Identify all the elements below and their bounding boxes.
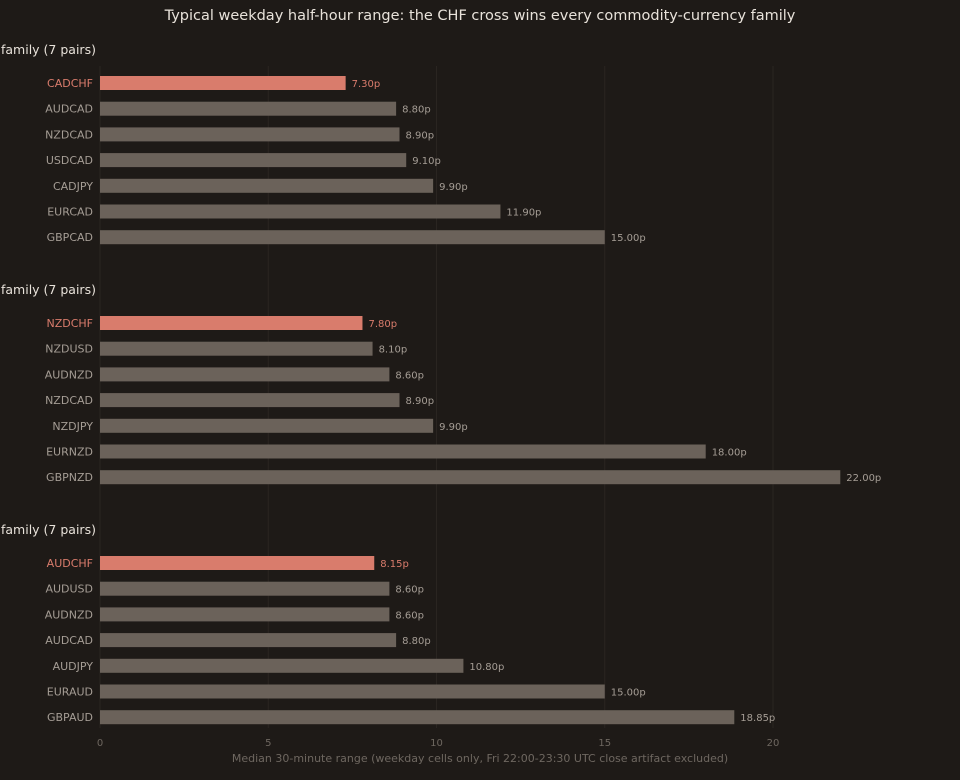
category-label: EURCAD [47, 206, 93, 219]
bar [100, 470, 841, 485]
bar [100, 316, 363, 330]
category-label: AUDCAD [45, 634, 93, 647]
category-label: NZDUSD [45, 343, 93, 356]
category-label: AUDNZD [45, 368, 93, 381]
bar [100, 444, 706, 459]
category-label: CADJPY [53, 180, 93, 193]
category-label: NZDCHF [46, 317, 93, 330]
value-label: 22.00p [846, 473, 881, 484]
value-label: 8.90p [405, 396, 434, 407]
value-label: 15.00p [611, 233, 646, 244]
x-axis-label: Median 30-minute range (weekday cells on… [232, 752, 728, 765]
category-label: GBPCAD [47, 231, 93, 244]
category-label: AUDCAD [45, 103, 93, 116]
value-label: 9.90p [439, 182, 468, 193]
value-label: 15.00p [611, 688, 646, 699]
bar [100, 367, 390, 382]
panel-title: family (7 pairs) [1, 282, 96, 297]
value-label: 8.15p [380, 559, 409, 570]
value-label: 18.85p [740, 713, 775, 724]
panels: family (7 pairs) CADCHF 7.30p AUDCAD 8.80p NZ… [1, 42, 881, 725]
panel: family (7 pairs) AUDCHF 8.15p AUDUSD 8.60p AU… [1, 522, 775, 725]
value-label: 8.60p [395, 610, 424, 621]
panel: family (7 pairs) NZDCHF 7.80p NZDUSD 8.10p AU… [1, 282, 881, 485]
category-label: EURAUD [47, 686, 93, 699]
panel-title: family (7 pairs) [1, 42, 96, 57]
x-tick-label: 20 [767, 738, 780, 749]
value-label: 9.10p [412, 156, 441, 167]
bar [100, 658, 464, 673]
value-label: 8.80p [402, 105, 431, 116]
panel: family (7 pairs) CADCHF 7.30p AUDCAD 8.80p NZ… [1, 42, 646, 245]
value-label: 9.90p [439, 422, 468, 433]
bar [100, 393, 400, 408]
bar [100, 418, 434, 433]
bar [100, 153, 407, 168]
bar [100, 556, 375, 570]
category-label: AUDCHF [47, 557, 93, 570]
bar [100, 76, 346, 90]
bar [100, 633, 397, 648]
bar [100, 230, 605, 245]
bar [100, 684, 605, 699]
category-label: NZDCAD [45, 394, 93, 407]
x-axis: 0 5 10 15 20 [97, 738, 780, 749]
category-label: GBPAUD [47, 711, 93, 724]
bar [100, 101, 397, 116]
bar [100, 127, 400, 142]
bar [100, 178, 434, 193]
x-tick-label: 0 [97, 738, 103, 749]
bar [100, 581, 390, 596]
value-label: 7.80p [368, 319, 397, 330]
value-label: 8.90p [405, 130, 434, 141]
chart-title: Typical weekday half-hour range: the CHF… [164, 8, 796, 24]
category-label: AUDJPY [53, 660, 94, 673]
category-label: USDCAD [46, 154, 93, 167]
category-label: AUDUSD [45, 583, 93, 596]
value-label: 10.80p [469, 662, 504, 673]
x-tick-label: 15 [598, 738, 611, 749]
category-label: CADCHF [47, 77, 93, 90]
category-label: GBPNZD [46, 471, 93, 484]
category-label: NZDJPY [52, 420, 93, 433]
bar [100, 710, 735, 725]
bar [100, 341, 373, 356]
category-label: EURNZD [46, 446, 93, 459]
panel-title: family (7 pairs) [1, 522, 96, 537]
category-label: NZDCAD [45, 128, 93, 141]
x-tick-label: 5 [265, 738, 271, 749]
value-label: 8.60p [395, 370, 424, 381]
value-label: 11.90p [506, 208, 541, 219]
value-label: 8.10p [379, 345, 408, 356]
x-tick-label: 10 [430, 738, 443, 749]
value-label: 8.80p [402, 636, 431, 647]
bar [100, 607, 390, 622]
value-label: 8.60p [395, 585, 424, 596]
category-label: AUDNZD [45, 608, 93, 621]
bar [100, 204, 501, 219]
value-label: 7.30p [352, 79, 381, 90]
value-label: 18.00p [712, 448, 747, 459]
